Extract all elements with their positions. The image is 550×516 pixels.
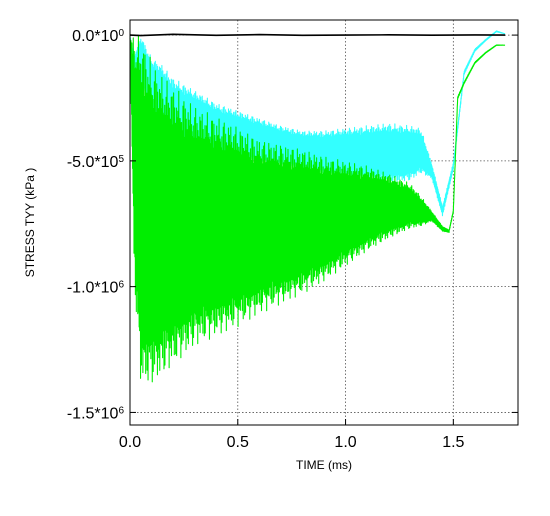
series-line-2	[129, 35, 506, 383]
y-axis-label: STRESS TYY (kPa )	[23, 168, 37, 278]
series-line-1	[129, 30, 506, 217]
plot-frame	[129, 19, 519, 426]
x-tick-label: 0.0	[119, 434, 141, 451]
series-line-0	[129, 33, 506, 37]
axis-ticks: 0.0 0.5 1.0 1.5 0.0*100 -5.0*105 -1.0*106 -1.5*…	[67, 28, 518, 451]
y-tick-label: -5.0*105	[67, 153, 125, 171]
x-axis-label: TIME (ms)	[296, 458, 352, 472]
y-tick-label: -1.5*106	[67, 405, 125, 423]
x-tick-label: 1.0	[334, 434, 356, 451]
y-tick-label: -1.0*106	[67, 279, 125, 297]
x-tick-label: 1.5	[442, 434, 464, 451]
series-group	[129, 30, 506, 383]
y-tick-label: 0.0*100	[72, 28, 124, 46]
x-tick-label: 0.5	[227, 434, 249, 451]
